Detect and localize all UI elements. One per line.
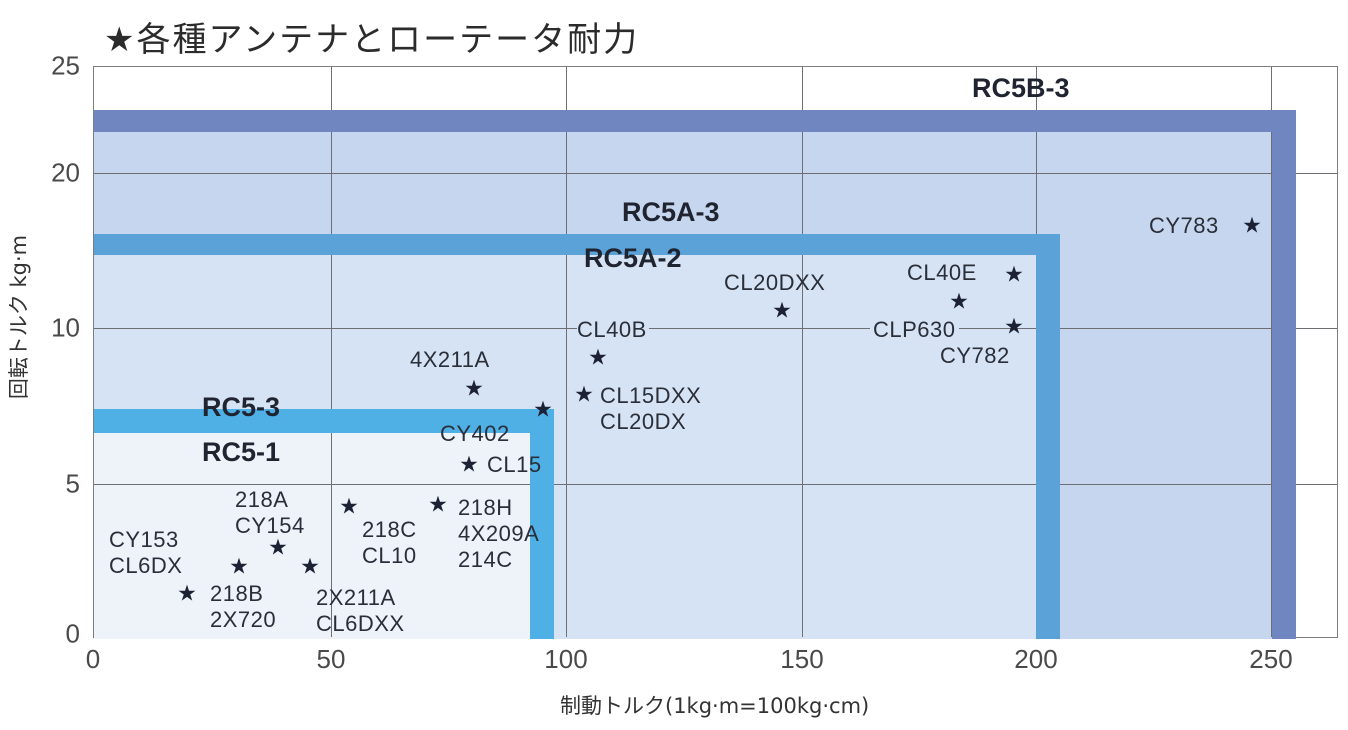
y-axis-label: 回転トルク kg·m <box>7 234 31 400</box>
x-tick-250: 250 <box>1249 644 1293 674</box>
star-icon: ★ <box>949 289 969 315</box>
rc5-band-horizontal <box>94 409 554 433</box>
x-tick-100: 100 <box>544 644 588 674</box>
antenna-label-4x211a: 4X211A <box>410 347 490 372</box>
antenna-label-218c: 218C CL10 <box>362 517 417 568</box>
antenna-label-218h: 218H 4X209A 214C <box>458 495 540 572</box>
star-icon: ★ <box>588 345 608 371</box>
rc5-3-label: RC5-3 <box>202 392 281 422</box>
antenna-label-cl15: CL15 <box>487 452 542 477</box>
antenna-label-cy153: CY153 CL6DX <box>109 527 183 578</box>
antenna-label-cl15dxx: CL15DXX CL20DX <box>600 383 702 434</box>
antenna-label-cl40b: CL40B <box>577 317 649 343</box>
rc5a-3-label: RC5A-3 <box>622 197 720 227</box>
x-tick-150: 150 <box>780 644 824 674</box>
rc5a-band-vertical <box>1036 234 1060 639</box>
rc5-band-vertical <box>530 409 554 639</box>
x-axis-label: 制動トルク(1kg·m=100kg·cm) <box>560 694 870 718</box>
star-icon: ★ <box>1242 213 1262 239</box>
star-icon: ★ <box>268 535 288 561</box>
star-icon: ★ <box>177 581 197 607</box>
gridline-x-250 <box>1271 67 1272 637</box>
star-icon: ★ <box>772 298 792 324</box>
antenna-label-clp630: CLP630 <box>870 317 959 343</box>
rc5a-band-horizontal <box>94 234 1060 255</box>
antenna-label-218b: 218B 2X720 <box>210 581 277 632</box>
plot-area: RC5B-3 RC5A-3 RC5A-2 RC5-3 RC5-1 ★ 218B … <box>93 66 1338 639</box>
star-icon: ★ <box>459 452 479 478</box>
y-tick-10: 10 <box>51 312 80 343</box>
antenna-label-2x211a: 2X211A CL6DXX <box>316 585 405 636</box>
gridline-x-50 <box>331 67 332 637</box>
gridline-y-5 <box>94 484 1337 485</box>
star-icon: ★ <box>428 492 448 518</box>
gridline-x-100 <box>566 67 567 637</box>
star-icon: ★ <box>1004 314 1024 340</box>
antenna-label-cl20dxx: CL20DXX <box>724 270 826 295</box>
rc5b-band-vertical <box>1272 110 1296 639</box>
star-icon: ★ <box>339 494 359 520</box>
star-icon: ★ <box>229 554 249 580</box>
star-icon: ★ <box>574 382 594 408</box>
star-icon: ★ <box>464 376 484 402</box>
x-tick-200: 200 <box>1014 644 1058 674</box>
antenna-label-cy782: CY782 <box>940 343 1010 368</box>
rc5-1-label: RC5-1 <box>202 437 281 467</box>
star-icon: ★ <box>1004 262 1024 288</box>
antenna-label-cl40e: CL40E <box>907 260 977 285</box>
antenna-label-cy783: CY783 <box>1149 213 1219 238</box>
gridline-x-150 <box>802 67 803 637</box>
star-icon: ★ <box>533 397 553 423</box>
y-tick-5: 5 <box>65 468 80 499</box>
rc5a-2-label: RC5A-2 <box>584 243 682 273</box>
rc5b-band-horizontal <box>94 110 1296 132</box>
star-icon: ★ <box>300 554 320 580</box>
rc5-region <box>94 409 554 639</box>
x-tick-0: 0 <box>85 644 101 674</box>
y-tick-20: 20 <box>51 157 80 188</box>
gridline-y-20 <box>94 173 1337 174</box>
chart-title: ★各種アンテナとローテータ耐力 <box>104 20 640 60</box>
antenna-label-218a: 218A CY154 <box>235 487 305 538</box>
x-tick-50: 50 <box>316 644 346 674</box>
y-tick-25: 25 <box>51 50 80 81</box>
antenna-label-cy402: CY402 <box>440 421 510 446</box>
rc5b-3-label: RC5B-3 <box>972 73 1070 103</box>
y-tick-0: 0 <box>65 618 80 649</box>
gridline-y-10 <box>94 328 1337 329</box>
